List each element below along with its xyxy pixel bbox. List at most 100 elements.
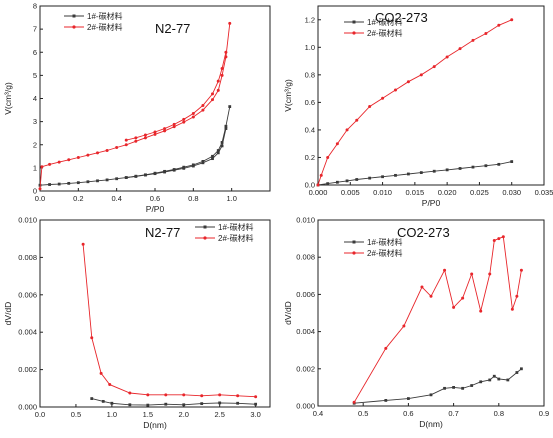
data-point: [220, 66, 224, 70]
data-point: [445, 55, 449, 59]
data-point: [48, 162, 52, 166]
data-point: [40, 165, 44, 169]
data-point: [393, 88, 397, 92]
data-point: [108, 383, 112, 387]
y-tick-label: 1.0: [305, 43, 315, 52]
legend-marker: [352, 251, 356, 255]
y-tick-label: 0.008: [18, 253, 37, 262]
x-tick-label: 0.6: [403, 409, 413, 418]
data-point: [153, 130, 157, 134]
x-tick-label: 0.2: [73, 194, 83, 203]
data-point: [515, 371, 519, 374]
data-point: [519, 268, 523, 272]
x-tick-label: 0.025: [470, 188, 489, 197]
data-point: [407, 172, 410, 176]
data-point: [96, 151, 99, 155]
data-point: [182, 393, 186, 397]
data-point: [134, 175, 138, 178]
data-point: [228, 105, 232, 108]
plot-frame: [39, 219, 271, 408]
data-point: [38, 187, 42, 191]
data-point: [406, 80, 410, 84]
legend-label: 1#-碳材料: [367, 237, 403, 247]
data-point: [211, 154, 214, 158]
x-tick-label: 0.015: [405, 188, 424, 197]
data-point: [128, 391, 132, 395]
data-point: [445, 168, 449, 172]
data-point: [236, 401, 240, 405]
chart-n2-isotherm: 0.0 0.2 0.4 0.6 0.8 1.0 0 1 2 3 4 5 6 7 8 P/P0 V(cm³/g) N…: [3, 2, 271, 212]
x-tick-label: 0.000: [309, 188, 328, 197]
data-point: [76, 155, 80, 159]
x-tick-label: 0.8: [188, 194, 198, 203]
data-point: [124, 176, 128, 179]
y-tick-label: 0.010: [18, 216, 37, 225]
legend-marker: [203, 225, 207, 229]
x-axis-label: D(nm): [419, 419, 443, 429]
data-point: [470, 384, 474, 387]
data-point: [419, 171, 423, 175]
data-point: [335, 142, 339, 146]
x-tick-label: 2.0: [179, 410, 189, 419]
data-point: [384, 399, 388, 402]
y-axis-label: V(cm³/g): [283, 79, 293, 112]
y-tick-label: 1: [33, 163, 37, 172]
data-point: [316, 183, 320, 187]
y-axis-label: V(cm³/g): [3, 82, 13, 115]
x-tick-label: 0.005: [341, 188, 360, 197]
data-point: [201, 108, 205, 112]
y-tick-label: 5: [33, 71, 37, 80]
data-point: [96, 179, 99, 183]
data-point: [124, 138, 128, 142]
x-tick-label: 0.5: [358, 409, 368, 418]
y-axis-label: dV/dD: [3, 302, 13, 326]
data-point: [211, 157, 214, 161]
data-point: [105, 149, 109, 153]
data-point: [128, 403, 132, 407]
data-point: [497, 237, 501, 241]
data-point: [201, 103, 205, 107]
legend-marker: [72, 25, 76, 29]
y-tick-label: 0.006: [18, 290, 37, 299]
data-point: [352, 400, 356, 404]
data-point: [228, 21, 232, 25]
data-point: [153, 132, 157, 136]
y-tick-label: 0.000: [18, 403, 37, 412]
data-point: [57, 160, 61, 164]
data-point: [458, 47, 462, 51]
x-tick-label: 1.0: [226, 194, 236, 203]
data-point: [134, 139, 138, 143]
data-point: [153, 172, 157, 176]
data-point: [326, 155, 330, 159]
data-point: [492, 238, 496, 242]
data-point: [115, 146, 119, 150]
data-point: [99, 371, 103, 375]
chart-title: N2-77: [145, 225, 180, 240]
data-point: [172, 122, 176, 126]
data-point: [182, 166, 186, 170]
chart-title: N2-77: [155, 21, 190, 36]
data-point: [124, 143, 128, 147]
data-point: [484, 164, 488, 168]
data-point: [76, 181, 80, 185]
data-point: [479, 380, 483, 384]
data-point: [461, 296, 465, 300]
data-point: [146, 403, 150, 407]
data-point: [216, 79, 220, 83]
data-point: [57, 182, 61, 186]
plot-frame: [317, 219, 545, 407]
data-point: [319, 173, 323, 177]
data-point: [216, 151, 220, 155]
chart-co2-pore-distribution: 0.4 0.5 0.6 0.7 0.8 0.9 0.000 0.002 0.004 0.006 0.…: [283, 216, 549, 430]
y-tick-label: 0.0: [305, 181, 315, 190]
data-point: [381, 175, 384, 179]
data-point: [211, 98, 214, 102]
x-tick-label: 0.020: [438, 188, 457, 197]
y-tick-label: 0.002: [18, 365, 37, 374]
data-point: [164, 393, 168, 397]
data-point: [224, 124, 228, 128]
y-tick-label: 0.4: [305, 125, 315, 134]
x-tick-label: 0.4: [313, 409, 323, 418]
data-point: [146, 393, 150, 397]
data-point: [452, 305, 456, 309]
